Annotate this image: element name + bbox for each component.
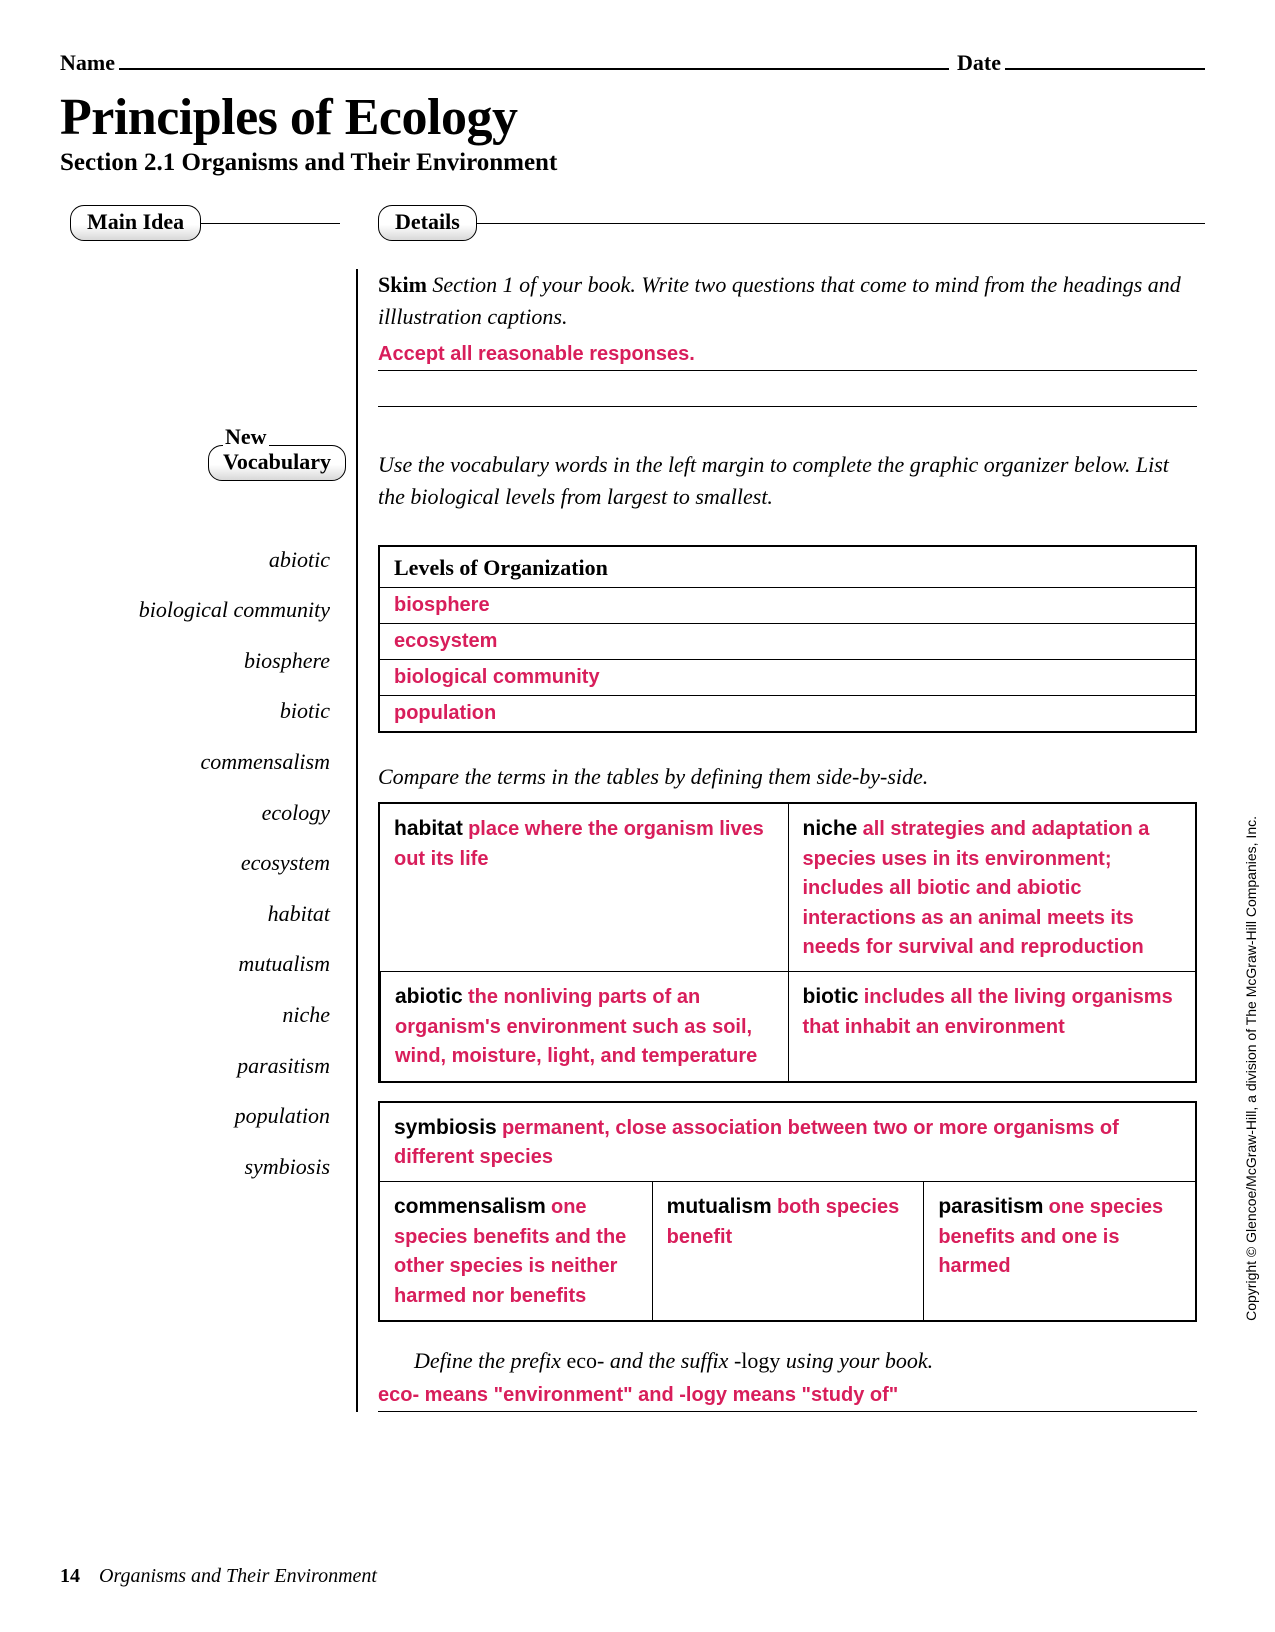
logy-suffix: -logy	[734, 1348, 780, 1373]
vocab-word: biological community	[60, 585, 330, 636]
symbiosis-cell: symbiosis permanent, close association b…	[380, 1103, 1195, 1182]
skim-answer-line-2[interactable]	[378, 375, 1197, 407]
vocabulary-label: Vocabulary	[223, 449, 331, 474]
vocab-word: niche	[60, 990, 330, 1041]
pill-row: Main Idea Details	[60, 205, 1205, 241]
header-row: Name Date	[60, 50, 1205, 76]
vocab-word: ecosystem	[60, 838, 330, 889]
column-divider	[356, 269, 358, 1412]
vocab-word: population	[60, 1091, 330, 1142]
commensalism-cell: commensalism one species benefits and th…	[380, 1182, 652, 1320]
vocab-word: biotic	[60, 686, 330, 737]
vocab-word: abiotic	[60, 535, 330, 586]
vocab-word: mutualism	[60, 939, 330, 990]
vocab-word: biosphere	[60, 636, 330, 687]
parasitism-cell: parasitism one species benefits and one …	[923, 1182, 1195, 1320]
date-label: Date	[957, 50, 1001, 76]
levels-row: ecosystem	[380, 623, 1195, 659]
abiotic-cell: abiotic the nonliving parts of an organi…	[380, 971, 788, 1080]
skim-grid: Skim Section 1 of your book. Write two q…	[60, 269, 1205, 407]
vocab-word: parasitism	[60, 1041, 330, 1092]
symbiosis-row: commensalism one species benefits and th…	[380, 1181, 1195, 1320]
section-subtitle: Section 2.1 Organisms and Their Environm…	[60, 149, 1205, 177]
levels-answer: population	[394, 702, 496, 724]
symbiosis-table: symbiosis permanent, close association b…	[378, 1101, 1197, 1322]
levels-answer: biological community	[394, 666, 600, 688]
niche-cell: niche all strategies and adaptation a sp…	[788, 804, 1196, 971]
footer-title: Organisms and Their Environment	[99, 1565, 377, 1587]
vocab-word: commensalism	[60, 737, 330, 788]
name-blank-line[interactable]	[119, 68, 949, 70]
date-blank-line[interactable]	[1005, 68, 1205, 70]
mutualism-cell: mutualism both species benefit	[652, 1182, 924, 1320]
page-number: 14	[60, 1565, 80, 1587]
vocab-word-list: abioticbiological communitybiospherebiot…	[60, 535, 340, 1193]
skim-answer-line-1[interactable]: Accept all reasonable responses.	[378, 343, 1197, 371]
biotic-cell: biotic includes all the living organisms…	[788, 971, 1196, 1080]
levels-answer: ecosystem	[394, 630, 497, 652]
new-label: New	[223, 424, 269, 450]
biotic-def: includes all the living organisms that i…	[803, 986, 1173, 1037]
levels-answer: biosphere	[394, 594, 490, 616]
levels-table: Levels of Organization biosphere ecosyste…	[378, 545, 1197, 733]
vocab-word: ecology	[60, 788, 330, 839]
levels-grid: abioticbiological communitybiospherebiot…	[60, 535, 1205, 1412]
pill-rule	[476, 223, 1205, 224]
eco-prefix: eco-	[567, 1348, 605, 1373]
skim-answer: Accept all reasonable responses.	[378, 343, 695, 365]
vocab-word: symbiosis	[60, 1142, 330, 1193]
biotic-term: biotic	[803, 985, 859, 1008]
niche-term: niche	[803, 817, 858, 840]
content-wrap: Skim Section 1 of your book. Write two q…	[60, 269, 1205, 1412]
levels-row: biosphere	[380, 587, 1195, 623]
commensalism-term: commensalism	[394, 1195, 546, 1218]
vocabulary-pill: New Vocabulary	[208, 445, 346, 481]
main-idea-pill: Main Idea	[70, 205, 201, 241]
define-answer: eco- means "environment" and -logy means…	[378, 1384, 898, 1406]
symbiosis-term: symbiosis	[394, 1116, 497, 1139]
habitat-cell: habitat place where the organism lives o…	[380, 804, 788, 971]
vocab-grid: New Vocabulary Use the vocabulary words …	[60, 445, 1205, 513]
vocab-instruction: Use the vocabulary words in the left mar…	[378, 449, 1197, 513]
pill-rule	[200, 223, 340, 224]
copyright-text: Copyright © Glencoe/McGraw-Hill, a divis…	[1243, 816, 1259, 1321]
compare-table: habitat place where the organism lives o…	[378, 802, 1197, 1082]
page-title: Principles of Ecology	[60, 88, 1205, 147]
abiotic-term: abiotic	[395, 985, 463, 1008]
skim-text: Section 1 of your book. Write two questi…	[378, 272, 1181, 329]
compare-instruction: Compare the terms in the tables by defin…	[378, 761, 1197, 793]
parasitism-term: parasitism	[938, 1195, 1043, 1218]
levels-row: population	[380, 695, 1195, 731]
name-label: Name	[60, 50, 115, 76]
skim-instruction: Skim Section 1 of your book. Write two q…	[378, 269, 1197, 333]
levels-row: biological community	[380, 659, 1195, 695]
vocab-word: habitat	[60, 889, 330, 940]
define-instruction: Define the prefix eco- and the suffix -l…	[378, 1348, 1197, 1374]
skim-bold: Skim	[378, 272, 427, 297]
page-footer: 14 Organisms and Their Environment	[60, 1565, 377, 1588]
habitat-term: habitat	[394, 817, 463, 840]
levels-header: Levels of Organization	[380, 547, 1195, 587]
define-block: Define the prefix eco- and the suffix -l…	[378, 1348, 1197, 1412]
details-pill: Details	[378, 205, 477, 241]
symbiosis-def: permanent, close association between two…	[394, 1117, 1119, 1168]
mutualism-term: mutualism	[667, 1195, 772, 1218]
define-answer-line[interactable]: eco- means "environment" and -logy means…	[378, 1376, 1197, 1412]
